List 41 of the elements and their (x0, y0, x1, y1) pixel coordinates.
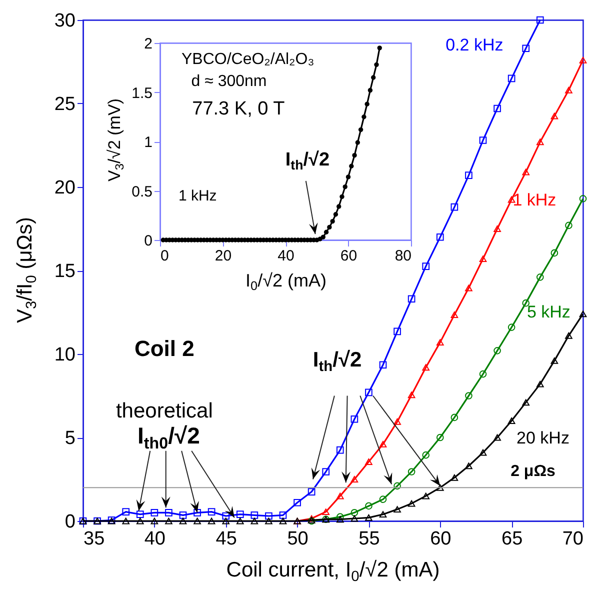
y-tick-label: 1 (144, 134, 152, 151)
annotation: Coil 2 (134, 336, 194, 361)
x-tick-label: 80 (394, 248, 412, 264)
annotation: I$_{th}$/√2 (285, 150, 330, 173)
x-tick-label: 35 (84, 528, 105, 550)
y-tick-label: 25 (54, 94, 76, 115)
annotation: YBCO/CeO₂/Al₂O₃ (181, 50, 314, 68)
annotation: 1 kHz (178, 187, 217, 204)
x-tick-label: 50 (287, 528, 308, 550)
x-tick-label: 60 (340, 248, 358, 264)
x-tick-label: 70 (562, 528, 584, 550)
annotation: d ≈ 300nm (191, 73, 267, 90)
series-label: 0.2 kHz (446, 36, 504, 55)
y-tick-label: 30 (54, 10, 76, 32)
x-axis-title: Coil current, I$_{0}$/√2 (mA) (226, 558, 440, 585)
annotation: theoretical (116, 399, 213, 422)
x-tick-label: 0 (160, 248, 169, 264)
y-tick-label: 0 (64, 512, 76, 532)
y-tick-label: 15 (54, 261, 76, 282)
x-tick-label: 60 (430, 528, 452, 550)
series-label: 20 kHz (516, 428, 570, 447)
x-tick-label: 40 (278, 248, 294, 264)
x-tick-label: 55 (358, 528, 380, 550)
y-tick-label: 1.5 (132, 84, 152, 102)
y-tick-label: 10 (54, 344, 76, 366)
y-tick-label: 2 (144, 36, 152, 52)
y-tick-label: 0 (144, 232, 152, 250)
x-tick-label: 20 (214, 248, 232, 264)
x-tick-label: 45 (216, 528, 237, 550)
annotation: 77.3 K, 0 T (192, 98, 285, 120)
y-tick-label: 5 (64, 428, 76, 449)
x-tick-label: 40 (144, 528, 166, 550)
annotation: I$_{th0}$/√2 (138, 422, 200, 452)
y-tick-label: 20 (54, 178, 76, 198)
annotation: I$_{th}$/√2 (312, 348, 362, 376)
x-axis-title: I$_{0}$/√2 (mA) (246, 270, 326, 294)
x-tick-label: 65 (502, 528, 523, 550)
ref-line-label: 2 μΩs (510, 462, 556, 480)
series-label: 1 kHz (512, 190, 556, 210)
y-tick-label: 0.5 (132, 183, 152, 200)
series-label: 5 kHz (526, 302, 570, 322)
